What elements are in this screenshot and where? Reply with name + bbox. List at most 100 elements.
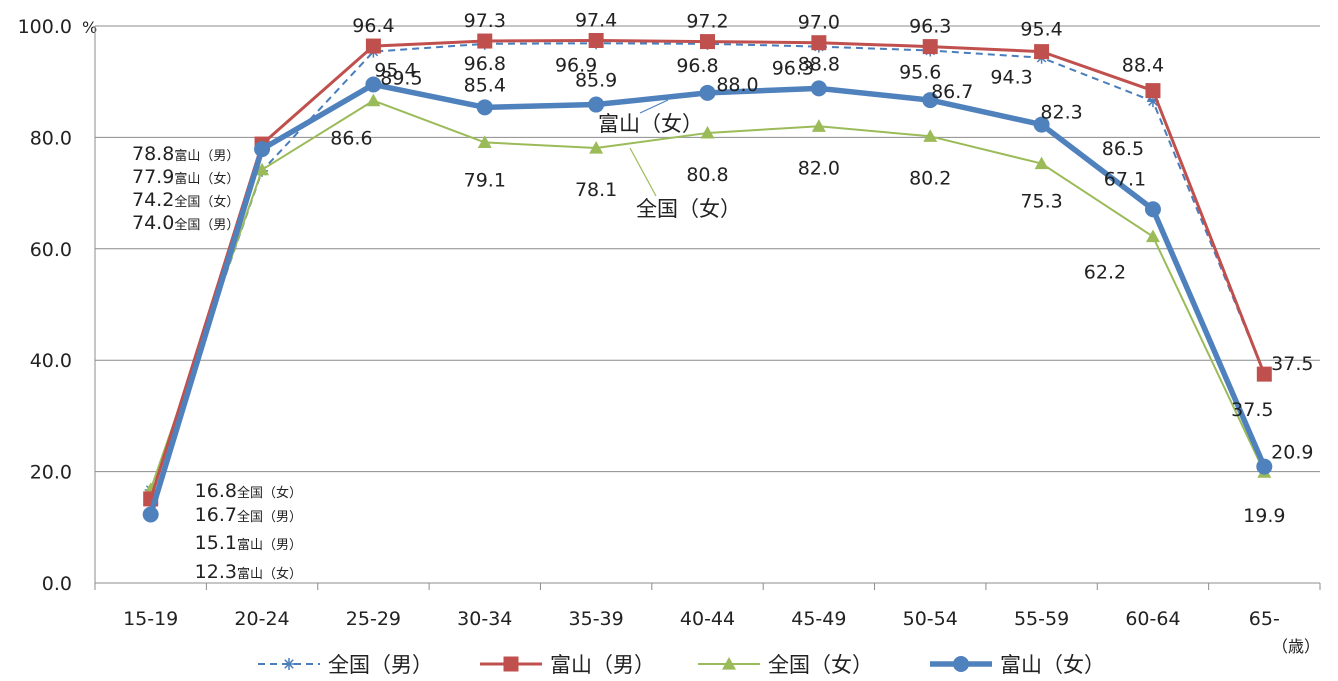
data-label: 96.3 — [909, 16, 951, 38]
data-point-triangle — [589, 140, 604, 154]
data-label: 96.4 — [352, 15, 394, 37]
data-label: 62.2 — [1084, 262, 1126, 284]
data-point-square — [1145, 83, 1161, 99]
data-label: 78.1 — [575, 179, 617, 201]
data-point-triangle — [366, 93, 381, 107]
data-point-triangle — [811, 119, 826, 132]
data-point-circle — [1033, 116, 1050, 133]
data-label: 97.2 — [686, 11, 728, 33]
data-label-series: 全国（女） — [174, 194, 239, 210]
legend-item: 富山（女） — [930, 653, 1105, 677]
data-label: 95.4 — [374, 60, 416, 82]
data-label: 88.0 — [716, 74, 758, 96]
y-tick-label: 20.0 — [30, 462, 72, 484]
data-point-square — [811, 35, 827, 51]
legend-item: 富山（男） — [480, 653, 655, 677]
data-label: 86.7 — [931, 81, 973, 103]
data-label: 82.3 — [1040, 102, 1082, 124]
data-label-series: 全国（男） — [174, 217, 239, 233]
data-label-series: 全国（男） — [237, 509, 302, 525]
data-point-square — [1034, 44, 1050, 60]
legend-label: 全国（男） — [328, 653, 433, 677]
data-label-value: 77.9 — [132, 166, 174, 188]
data-point-square — [503, 656, 519, 672]
data-label-series: 富山（女） — [237, 566, 302, 582]
data-point-triangle — [923, 129, 938, 142]
legend-label: 全国（女） — [768, 653, 873, 677]
data-point-square — [477, 33, 493, 49]
data-label: 37.5 — [1231, 399, 1273, 421]
x-tick-label: 45-49 — [791, 608, 846, 630]
data-label: 78.8富山（男） — [132, 143, 239, 165]
data-point-circle — [254, 141, 271, 158]
data-label: 75.3 — [1020, 191, 1062, 213]
data-label-value: 12.3 — [195, 561, 237, 583]
data-point-circle — [365, 76, 382, 93]
x-tick-label: 55-59 — [1014, 608, 1069, 630]
data-label: 16.7全国（男） — [195, 504, 302, 526]
data-point-circle — [1144, 201, 1161, 218]
data-label: 15.1富山（男） — [195, 532, 302, 554]
data-label: 96.3 — [772, 58, 814, 80]
asterisk-stroke — [284, 659, 294, 669]
data-label: 80.2 — [909, 167, 951, 189]
legend: 全国（男） 富山（男） 全国（女） 富山（女） — [258, 653, 1105, 677]
data-point-triangle — [477, 135, 492, 149]
data-label: 12.3富山（女） — [195, 561, 302, 583]
data-label-value: 78.8 — [132, 143, 174, 165]
callout-leader — [639, 99, 669, 114]
data-point-circle — [1256, 458, 1273, 475]
data-point-circle — [953, 656, 969, 672]
data-label: 74.2全国（女） — [132, 189, 239, 211]
data-point-square — [700, 34, 715, 50]
data-label: 19.9 — [1243, 505, 1285, 527]
x-tick-label: 30-34 — [457, 608, 512, 630]
y-tick-label: 0.0 — [42, 573, 72, 595]
data-point-circle — [699, 84, 716, 101]
data-label: 85.4 — [464, 74, 506, 96]
data-label: 88.4 — [1122, 55, 1164, 77]
data-label: 95.6 — [899, 62, 941, 84]
data-point-circle — [142, 506, 159, 523]
data-label: 16.8全国（女） — [195, 480, 302, 502]
x-tick-label: 50-54 — [903, 608, 958, 630]
series-line — [149, 99, 1266, 490]
data-label: 97.3 — [464, 10, 506, 32]
data-label-value: 74.0 — [132, 212, 174, 234]
data-point-square — [1256, 366, 1272, 382]
data-point-circle — [922, 92, 939, 109]
data-label: 94.3 — [990, 67, 1032, 89]
data-point-square — [365, 38, 381, 54]
data-label: 85.9 — [575, 70, 617, 92]
legend-label: 富山（女） — [1000, 653, 1105, 677]
series-line — [149, 42, 1266, 491]
data-label: 96.8 — [464, 53, 506, 75]
data-point-circle — [588, 96, 605, 113]
data-label: 96.9 — [555, 54, 597, 76]
data-label-value: 74.2 — [132, 189, 174, 211]
data-label: 88.8 — [798, 53, 840, 75]
x-tick-label: 25-29 — [346, 608, 401, 630]
x-tick-label: 40-44 — [680, 608, 735, 630]
y-tick-label: 80.0 — [30, 127, 72, 149]
data-label: 74.0全国（男） — [132, 212, 239, 234]
legend-item: 全国（男） — [258, 653, 433, 677]
data-label-series: 富山（男） — [237, 537, 302, 553]
data-label: 86.5 — [1102, 138, 1144, 160]
data-point-triangle — [1145, 229, 1160, 243]
data-point-square — [588, 32, 604, 48]
data-label-value: 16.7 — [195, 504, 237, 526]
data-point-triangle — [1034, 156, 1049, 170]
data-point-triangle — [722, 657, 736, 670]
x-tick-label: 15-19 — [123, 608, 178, 630]
data-label: 86.6 — [330, 128, 372, 150]
x-tick-label: 35-39 — [569, 608, 624, 630]
callout-label: 富山（女） — [598, 112, 703, 136]
data-label: 80.8 — [686, 164, 728, 186]
data-label: 79.1 — [464, 169, 506, 191]
data-label: 20.9 — [1271, 442, 1313, 464]
series-line — [148, 81, 1267, 516]
y-tick-label: 100.0 — [18, 16, 72, 38]
callout-leader — [629, 147, 657, 197]
y-unit-label: % — [82, 18, 97, 37]
